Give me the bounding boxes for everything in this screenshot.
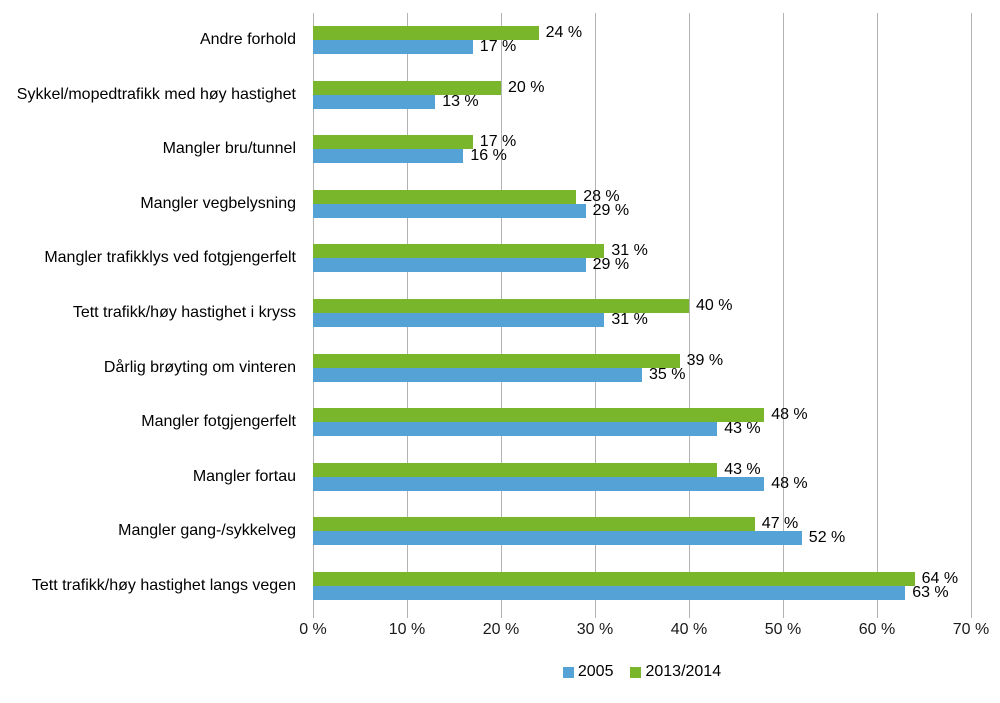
legend-item-2013-2014: 2013/2014 bbox=[630, 663, 721, 681]
x-tick-label: 60 % bbox=[858, 621, 896, 638]
value-label-2005: 52 % bbox=[808, 529, 846, 547]
category-label: Sykkel/mopedtrafikk med høy hastighet bbox=[16, 85, 296, 103]
bar-2005 bbox=[313, 203, 586, 218]
bar-2013-2014 bbox=[313, 135, 473, 150]
legend-label: 2005 bbox=[577, 663, 614, 680]
chart-row: Mangler fortau 43 % 48 % bbox=[0, 449, 1000, 504]
bar-2013-2014 bbox=[313, 571, 915, 586]
value-label-2013-2014: 17 % bbox=[479, 133, 517, 151]
bar-2013-2014 bbox=[313, 408, 765, 423]
bar-2013-2014 bbox=[313, 462, 718, 477]
x-tick-label: 70 % bbox=[952, 621, 990, 638]
bar-2005 bbox=[313, 40, 473, 55]
x-tick-label: 50 % bbox=[764, 621, 802, 638]
value-label-2013-2014: 43 % bbox=[724, 460, 761, 478]
gridline-60 bbox=[877, 13, 878, 618]
value-label-2005: 17 % bbox=[479, 38, 517, 56]
bar-2013-2014 bbox=[313, 80, 501, 95]
value-label-2013-2014: 48 % bbox=[771, 406, 808, 424]
value-label-2005: 16 % bbox=[470, 147, 507, 165]
bar-rows: Andre forhold 24 % 17 % Sykkel/mopedtrafikk… bbox=[0, 13, 1000, 613]
value-label-2013-2014: 31 % bbox=[611, 242, 648, 260]
category-label: Dårlig brøyting om vinteren bbox=[103, 358, 296, 376]
value-label-2005: 43 % bbox=[724, 420, 761, 438]
bar-2005 bbox=[313, 476, 765, 491]
value-label-2005: 29 % bbox=[592, 256, 630, 274]
category-label: Mangler fortau bbox=[192, 467, 296, 485]
category-label: Mangler bru/tunnel bbox=[162, 140, 296, 158]
x-tick-label: 10 % bbox=[388, 621, 426, 638]
value-label-2013-2014: 40 % bbox=[696, 296, 733, 314]
bar-2013-2014 bbox=[313, 353, 680, 368]
bar-2005 bbox=[313, 585, 906, 600]
category-label: Mangler gang-/sykkelveg bbox=[118, 522, 296, 540]
x-tick-label: 40 % bbox=[670, 621, 708, 638]
gridline-70 bbox=[971, 13, 972, 618]
chart-row: Tett trafikk/høy hastighet langs vegen 64… bbox=[0, 558, 1000, 613]
chart-row: Mangler trafikklys ved fotgjengerfelt 31 … bbox=[0, 231, 1000, 286]
category-label: Mangler trafikklys ved fotgjengerfelt bbox=[44, 249, 296, 267]
x-axis: 0 % 10 % 20 % 30 % 40 % 50 % 60 % 70 % bbox=[299, 621, 989, 643]
value-label-2005: 13 % bbox=[442, 92, 479, 110]
value-label-2005: 31 % bbox=[611, 310, 648, 328]
bar-2005 bbox=[313, 531, 802, 546]
value-label-2005: 48 % bbox=[771, 474, 808, 492]
category-label: Tett trafikk/høy hastighet i kryss bbox=[72, 303, 296, 321]
value-label-2005: 63 % bbox=[912, 583, 949, 601]
value-label-2013-2014: 47 % bbox=[761, 515, 799, 533]
chart-row: Mangler gang-/sykkelveg 47 % 52 % bbox=[0, 504, 1000, 559]
chart-row: Andre forhold 24 % 17 % bbox=[0, 13, 1000, 68]
legend-swatch-icon bbox=[630, 666, 642, 678]
bar-2013-2014 bbox=[313, 517, 755, 532]
category-label: Tett trafikk/høy hastighet langs vegen bbox=[31, 576, 296, 594]
bar-2005 bbox=[313, 94, 436, 109]
bar-2013-2014 bbox=[313, 244, 605, 259]
legend-swatch-icon bbox=[562, 666, 574, 678]
bar-2005 bbox=[313, 367, 642, 382]
x-tick-label: 0 % bbox=[299, 621, 327, 638]
chart-row: Mangler bru/tunnel 17 % 16 % bbox=[0, 122, 1000, 177]
gridline-50 bbox=[783, 13, 784, 618]
legend-label: 2013/2014 bbox=[645, 663, 722, 680]
category-label: Andre forhold bbox=[199, 31, 296, 49]
value-label-2013-2014: 24 % bbox=[545, 24, 583, 42]
chart-row: Mangler fotgjengerfelt 48 % 43 % bbox=[0, 395, 1000, 450]
chart-row: Sykkel/mopedtrafikk med høy hastighet 20 … bbox=[0, 68, 1000, 123]
value-label-2013-2014: 39 % bbox=[686, 351, 724, 369]
gridline-40 bbox=[689, 13, 690, 618]
legend: 2005 2013/2014 bbox=[313, 663, 971, 681]
value-label-2005: 35 % bbox=[649, 365, 686, 383]
x-tick-label: 20 % bbox=[482, 621, 520, 638]
value-label-2005: 29 % bbox=[592, 201, 630, 219]
x-tick-label: 30 % bbox=[576, 621, 614, 638]
bar-2005 bbox=[313, 149, 464, 164]
category-label: Mangler vegbelysning bbox=[140, 194, 296, 212]
bar-2013-2014 bbox=[313, 298, 689, 313]
value-label-2013-2014: 28 % bbox=[583, 187, 620, 205]
bar-2005 bbox=[313, 258, 586, 273]
value-label-2013-2014: 64 % bbox=[921, 569, 959, 587]
legend-item-2005: 2005 bbox=[562, 663, 614, 681]
bar-2013-2014 bbox=[313, 26, 539, 41]
category-label: Mangler fotgjengerfelt bbox=[141, 413, 296, 431]
chart-row: Dårlig brøyting om vinteren 39 % 35 % bbox=[0, 340, 1000, 395]
value-label-2013-2014: 20 % bbox=[508, 78, 545, 96]
bar-2013-2014 bbox=[313, 189, 577, 204]
bar-2005 bbox=[313, 422, 718, 437]
chart-row: Tett trafikk/høy hastighet i kryss 40 % 31… bbox=[0, 286, 1000, 341]
bar-2005 bbox=[313, 312, 605, 327]
chart-row: Mangler vegbelysning 28 % 29 % bbox=[0, 177, 1000, 232]
